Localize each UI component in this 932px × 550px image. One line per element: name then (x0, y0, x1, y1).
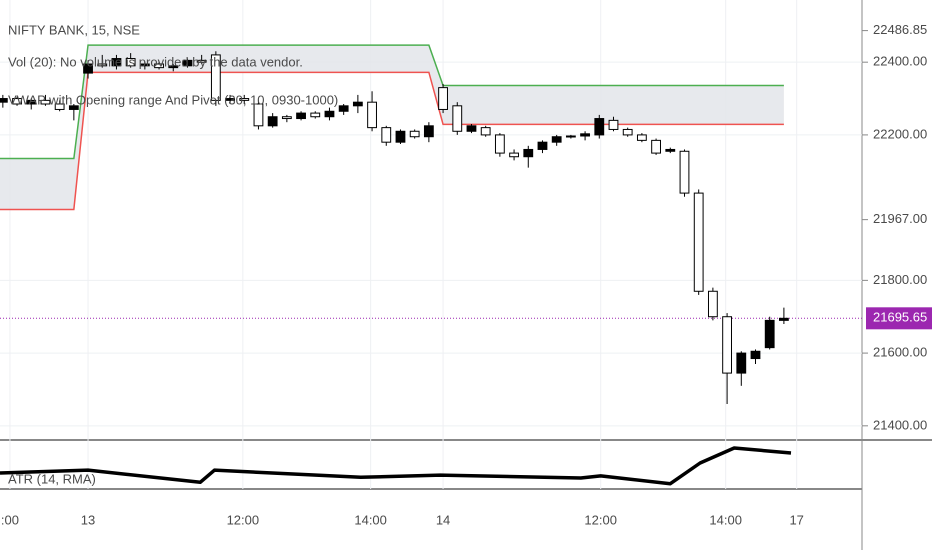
candle-body (594, 118, 605, 136)
candle-body (154, 63, 164, 69)
indicator-label: VWAP with Opening range And Pivot (30, 1… (8, 92, 338, 107)
candle-body (97, 63, 108, 67)
x-tick-label: 17 (789, 512, 803, 527)
candle-body (54, 103, 65, 110)
candle-body (68, 105, 79, 110)
candle-body (551, 136, 562, 143)
candle-body (409, 130, 420, 138)
candle-body (693, 192, 704, 292)
candle-body (324, 110, 335, 118)
band-line (0, 44, 784, 160)
candle-body (352, 101, 363, 107)
candle-body (665, 148, 676, 152)
indicator-label: Vol (20): No volume is provided by the d… (8, 54, 303, 69)
candle-body (310, 112, 321, 118)
candle-body (580, 133, 590, 137)
band-line (0, 71, 784, 211)
candle-body (139, 63, 150, 67)
candle-body (338, 105, 349, 112)
price-marker-label: 21695.65 (873, 310, 927, 325)
price-marker-box (866, 307, 932, 330)
candle-body (565, 135, 576, 138)
candle-body (253, 103, 264, 127)
candle-body (494, 134, 505, 154)
candle-body (281, 116, 292, 120)
candle-body (239, 98, 250, 101)
price-marker-label: 21967.00 (873, 211, 927, 226)
candle-body (26, 99, 37, 105)
x-tick-label: :00 (1, 512, 19, 527)
y-tick-label: 21800.00 (873, 272, 927, 287)
price-marker-label: 22486.85 (873, 22, 927, 37)
candle-body (679, 150, 690, 194)
candle-body (381, 127, 392, 143)
indicator-label: ATR (14, RMA) (8, 471, 96, 486)
candle-body (0, 98, 8, 103)
candle-body (636, 134, 647, 141)
y-tick-label: 21600.00 (873, 345, 927, 360)
candle-body (168, 65, 179, 69)
candle-body (296, 112, 306, 120)
candle-body (182, 59, 193, 67)
band-fill (0, 45, 784, 210)
candle-body (438, 87, 448, 110)
candle-body (480, 127, 491, 136)
candle-body (523, 148, 534, 158)
x-tick-label: 14:00 (709, 512, 742, 527)
x-tick-label: 13 (81, 512, 95, 527)
candle-body (509, 152, 519, 158)
candle-body (778, 317, 789, 321)
candle-body (651, 139, 661, 154)
front-layer: 21400.00 21600.00 21800.00 22200.00 22400.00… (0, 22, 932, 527)
candle-body (707, 290, 718, 318)
candle-body (196, 59, 207, 63)
candle-body (466, 125, 477, 132)
candle-body (722, 316, 732, 374)
candle-body (111, 58, 122, 67)
candle-body (608, 119, 619, 130)
y-tick-label: 21400.00 (873, 417, 927, 432)
x-tick-label: 14:00 (354, 512, 387, 527)
candle-body (225, 98, 235, 101)
candle-body (267, 116, 278, 127)
y-tick-label: 22400.00 (873, 54, 927, 69)
x-tick-label: 12:00 (584, 512, 617, 527)
x-tick-label: 12:00 (227, 512, 260, 527)
candle-body (210, 54, 221, 101)
candle-body (537, 141, 548, 150)
candle-body (452, 105, 463, 132)
candle-body (12, 98, 22, 105)
candle-body (367, 101, 377, 129)
candle-body (423, 125, 434, 138)
chart-title: NIFTY BANK, 15, NSE (8, 22, 140, 37)
x-tick-label: 14 (436, 512, 450, 527)
candle-body (125, 58, 136, 67)
candle-body (764, 319, 775, 349)
candle-body (40, 99, 51, 105)
atr-line (0, 446, 792, 486)
candle-body (622, 128, 633, 136)
y-tick-label: 22200.00 (873, 126, 927, 141)
candle-body (736, 352, 747, 374)
back-layer (0, 0, 868, 489)
candle-body (750, 350, 761, 360)
candle-body (83, 63, 93, 74)
candle-body (395, 130, 406, 143)
